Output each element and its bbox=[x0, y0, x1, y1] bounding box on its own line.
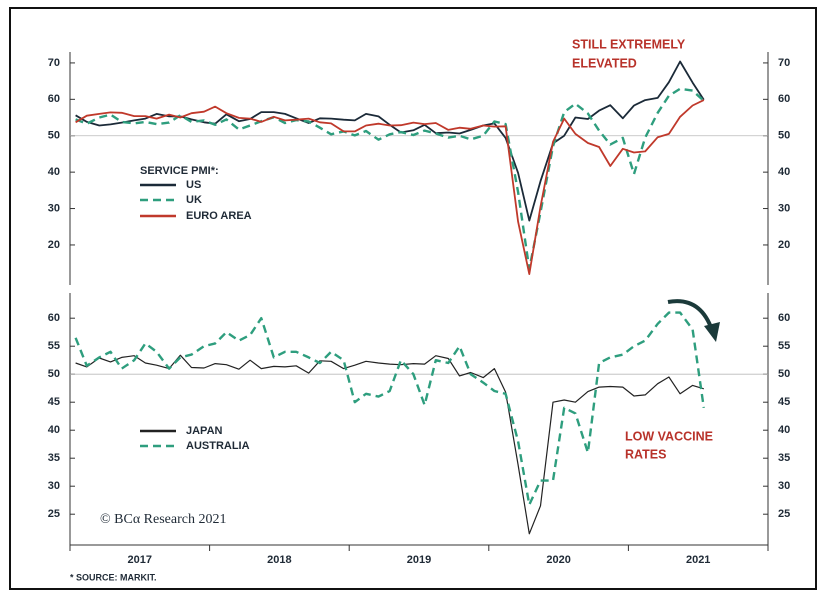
series-line bbox=[75, 99, 705, 275]
y2-tick-label: 50 bbox=[778, 130, 790, 142]
footnote: * SOURCE: MARKIT. bbox=[70, 572, 157, 582]
y2-tick-label: 35 bbox=[778, 452, 790, 464]
series-line bbox=[75, 60, 705, 222]
frame bbox=[9, 7, 817, 590]
y2-tick-label: 30 bbox=[778, 480, 790, 492]
series-line bbox=[75, 87, 705, 271]
y2-tick-label: 40 bbox=[778, 166, 790, 178]
y2-tick-label: 40 bbox=[778, 424, 790, 436]
y-tick-label: 35 bbox=[48, 452, 60, 464]
x-tick-label: 2021 bbox=[686, 554, 710, 566]
y-tick-label: 30 bbox=[48, 202, 60, 214]
legend-label: EURO AREA bbox=[186, 210, 252, 222]
y2-tick-label: 50 bbox=[778, 368, 790, 380]
annotation: LOW VACCINE bbox=[625, 429, 713, 443]
y-tick-label: 55 bbox=[48, 340, 60, 352]
x-tick-label: 2018 bbox=[267, 554, 291, 566]
x-tick-label: 2017 bbox=[128, 554, 152, 566]
y2-tick-label: 55 bbox=[778, 340, 790, 352]
y-tick-label: 40 bbox=[48, 166, 60, 178]
y-tick-label: 50 bbox=[48, 130, 60, 142]
y2-tick-label: 20 bbox=[778, 239, 790, 251]
y2-tick-label: 25 bbox=[778, 508, 790, 520]
series-line bbox=[74, 311, 705, 506]
x-tick-label: 2020 bbox=[546, 554, 570, 566]
x-tick-label: 2019 bbox=[407, 554, 431, 566]
y2-tick-label: 45 bbox=[778, 396, 790, 408]
series-line bbox=[75, 354, 704, 535]
y2-tick-label: 60 bbox=[778, 312, 790, 324]
y2-tick-label: 70 bbox=[778, 57, 790, 69]
y-tick-label: 45 bbox=[48, 396, 60, 408]
y-tick-label: 25 bbox=[48, 508, 60, 520]
y2-tick-label: 30 bbox=[778, 202, 790, 214]
y-tick-label: 50 bbox=[48, 368, 60, 380]
legend-label: JAPAN bbox=[186, 425, 223, 437]
annotation: RATES bbox=[625, 447, 666, 461]
legend-label: UK bbox=[186, 194, 202, 206]
y-tick-label: 40 bbox=[48, 424, 60, 436]
y-tick-label: 60 bbox=[48, 93, 60, 105]
y2-tick-label: 60 bbox=[778, 93, 790, 105]
y-tick-label: 30 bbox=[48, 480, 60, 492]
y-tick-label: 20 bbox=[48, 239, 60, 251]
legend-label: AUSTRALIA bbox=[186, 440, 250, 452]
annotation: ELEVATED bbox=[572, 56, 637, 70]
y-tick-label: 70 bbox=[48, 57, 60, 69]
y-tick-label: 60 bbox=[48, 312, 60, 324]
credit: © BCα Research 2021 bbox=[100, 512, 226, 527]
legend-label: US bbox=[186, 179, 201, 191]
legend-title: SERVICE PMI*: bbox=[140, 165, 219, 177]
annotation: STILL EXTREMELY bbox=[572, 37, 686, 51]
arrow-head bbox=[704, 322, 720, 342]
